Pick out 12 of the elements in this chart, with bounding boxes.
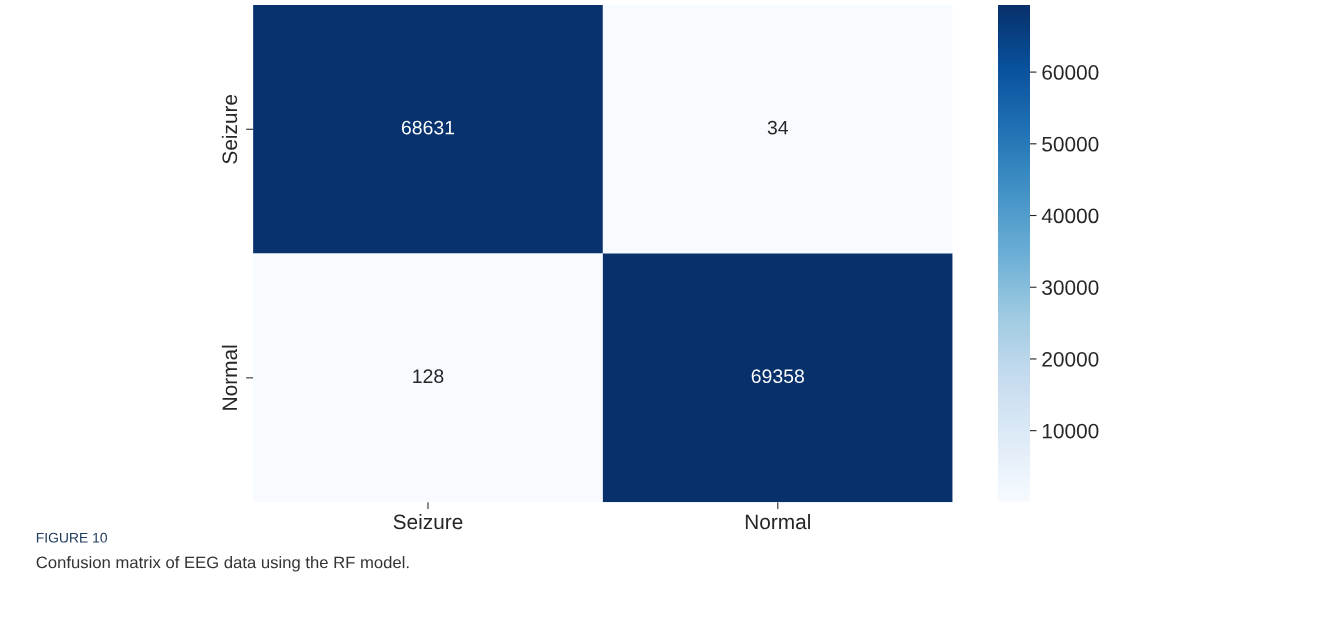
color-bar-label: 40000	[1041, 208, 1099, 224]
color-bar-label: 10000	[1042, 423, 1099, 439]
data-label: 68631	[401, 120, 455, 135]
color-bar-label: 30000	[1042, 280, 1099, 295]
text: Confusion matrix of EEG data using the RF model.	[36, 556, 409, 572]
color-bar-label: 50000	[1042, 136, 1099, 152]
caption: FIGURE 10	[36, 532, 108, 543]
color-bar-label: 20000	[1042, 351, 1099, 367]
color-bar-label: 60000	[1042, 65, 1099, 80]
data-label: 69358	[751, 369, 804, 384]
data-label: 34	[767, 120, 789, 135]
data-label: 128	[413, 369, 444, 384]
